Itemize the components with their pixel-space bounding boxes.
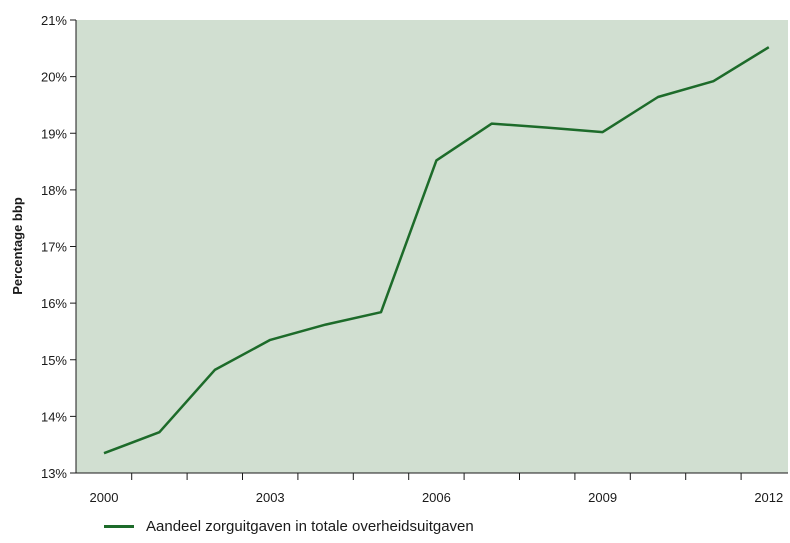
y-tick-label: 19% [41,126,67,141]
x-tick-label: 2009 [588,490,617,505]
x-axis-ticks: 2000 2003 2006 2009 2012 [90,473,783,505]
series-group [103,46,770,455]
y-tick-label: 13% [41,466,67,481]
x-tick-label: 2003 [256,490,285,505]
y-axis-title: Percentage bbp [10,197,25,295]
legend: Aandeel zorguitgaven in totale overheids… [104,516,474,536]
y-tick-label: 14% [41,409,67,424]
y-tick-label: 15% [41,353,67,368]
x-tick-label: 2006 [422,490,451,505]
y-tick-label: 21% [41,13,67,28]
y-axis-ticks: 13% 14% 15% 16% 17% 18% 19% 20% 21% [41,13,76,481]
legend-swatch [104,524,134,528]
x-tick-label: 2000 [90,490,119,505]
plot-area [76,20,788,473]
y-tick-label: 17% [41,240,67,255]
y-tick-label: 16% [41,296,67,311]
y-tick-label: 20% [41,70,67,85]
legend-label: Aandeel zorguitgaven in totale overheids… [146,517,474,535]
y-tick-label: 18% [41,183,67,198]
x-tick-label: 2012 [754,490,783,505]
